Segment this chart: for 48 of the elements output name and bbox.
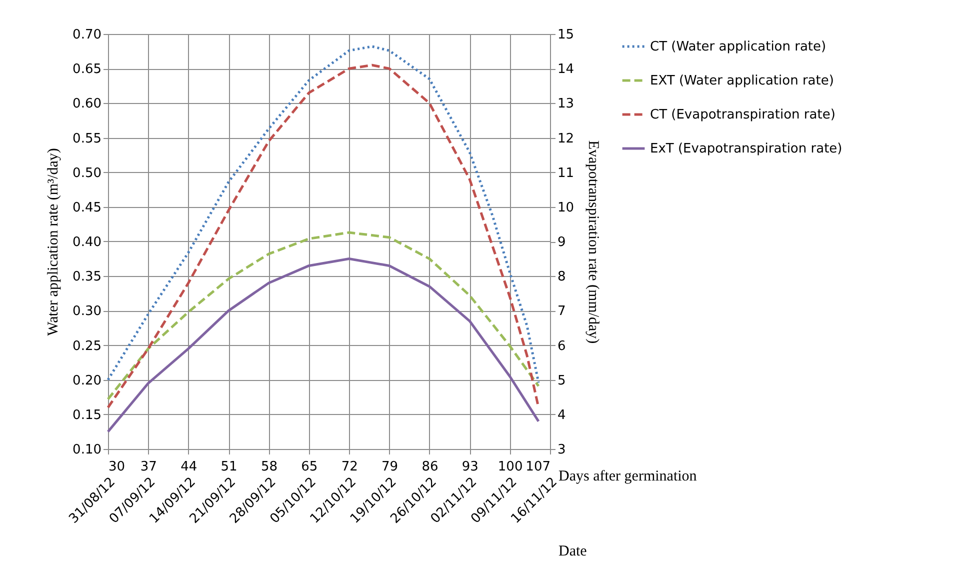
- x-tick-label: 65: [301, 460, 318, 474]
- legend-label: CT (Evapotranspiration rate): [650, 108, 836, 122]
- y-tick-label: 0.45: [72, 200, 102, 216]
- x-axis-title: Days after germination: [558, 468, 698, 484]
- legend-label: EXT (Water application rate): [650, 74, 834, 88]
- x-tick-label: 86: [422, 460, 438, 474]
- line-series: [106, 231, 540, 400]
- y2-tick-label: 4: [558, 408, 566, 423]
- y-tick-label: 0.30: [72, 304, 102, 320]
- y2-tick-label: 12: [558, 131, 574, 146]
- x-tick-label: 51: [220, 460, 238, 474]
- y2-tick-label: 7: [558, 304, 566, 320]
- y-tick-label: 0.35: [72, 270, 102, 285]
- y-tick-label: 0.55: [72, 131, 102, 146]
- y2-tick-label: 3: [558, 442, 566, 458]
- y2-tick-label: 13: [558, 96, 574, 112]
- x-tick-label: 72: [341, 460, 358, 474]
- y2-tick-label: 8: [558, 270, 566, 285]
- y2-tick-label: 15: [558, 28, 574, 42]
- x-tick-label: 37: [140, 460, 157, 474]
- y-tick-label: 0.15: [72, 408, 102, 423]
- x-tick-label: 79: [382, 460, 398, 474]
- legend-label: ExT (Evapotranspiration rate): [650, 142, 842, 156]
- legend-label: CT (Water application rate): [650, 40, 826, 54]
- y2-tick-label: 9: [558, 235, 566, 250]
- y-tick-label: 0.40: [72, 235, 102, 250]
- y2-tick-label: 14: [558, 62, 574, 78]
- y-tick-label: 0.65: [72, 62, 102, 78]
- x-tick-label: 100: [498, 460, 523, 474]
- x-tick-label: 107: [526, 460, 550, 474]
- y2-tick-label: 5: [558, 373, 566, 388]
- x2-axis-title: Date: [558, 544, 588, 560]
- y-tick-label: 0.25: [72, 338, 102, 354]
- x-tick-label: 44: [180, 460, 198, 474]
- y2-tick-label: 11: [558, 166, 574, 181]
- y-tick-label: 0.70: [72, 28, 102, 42]
- y-tick-label: 0.50: [72, 166, 102, 181]
- y2-tick-label: 6: [558, 338, 566, 354]
- x-tick-label: 93: [462, 460, 478, 474]
- y-tick-label: 0.10: [72, 442, 102, 458]
- y2-axis-title: Evapotranspiration rate (mm/day): [585, 140, 602, 344]
- x-tick-label: 30: [108, 460, 126, 474]
- y2-tick-label: 10: [558, 200, 574, 216]
- y-axis-title: Water application rate (m³/day): [46, 148, 62, 336]
- y-tick-label: 0.60: [72, 96, 102, 112]
- line-series: [106, 258, 540, 433]
- x-tick-label: 58: [260, 460, 278, 474]
- y-tick-label: 0.20: [72, 373, 102, 388]
